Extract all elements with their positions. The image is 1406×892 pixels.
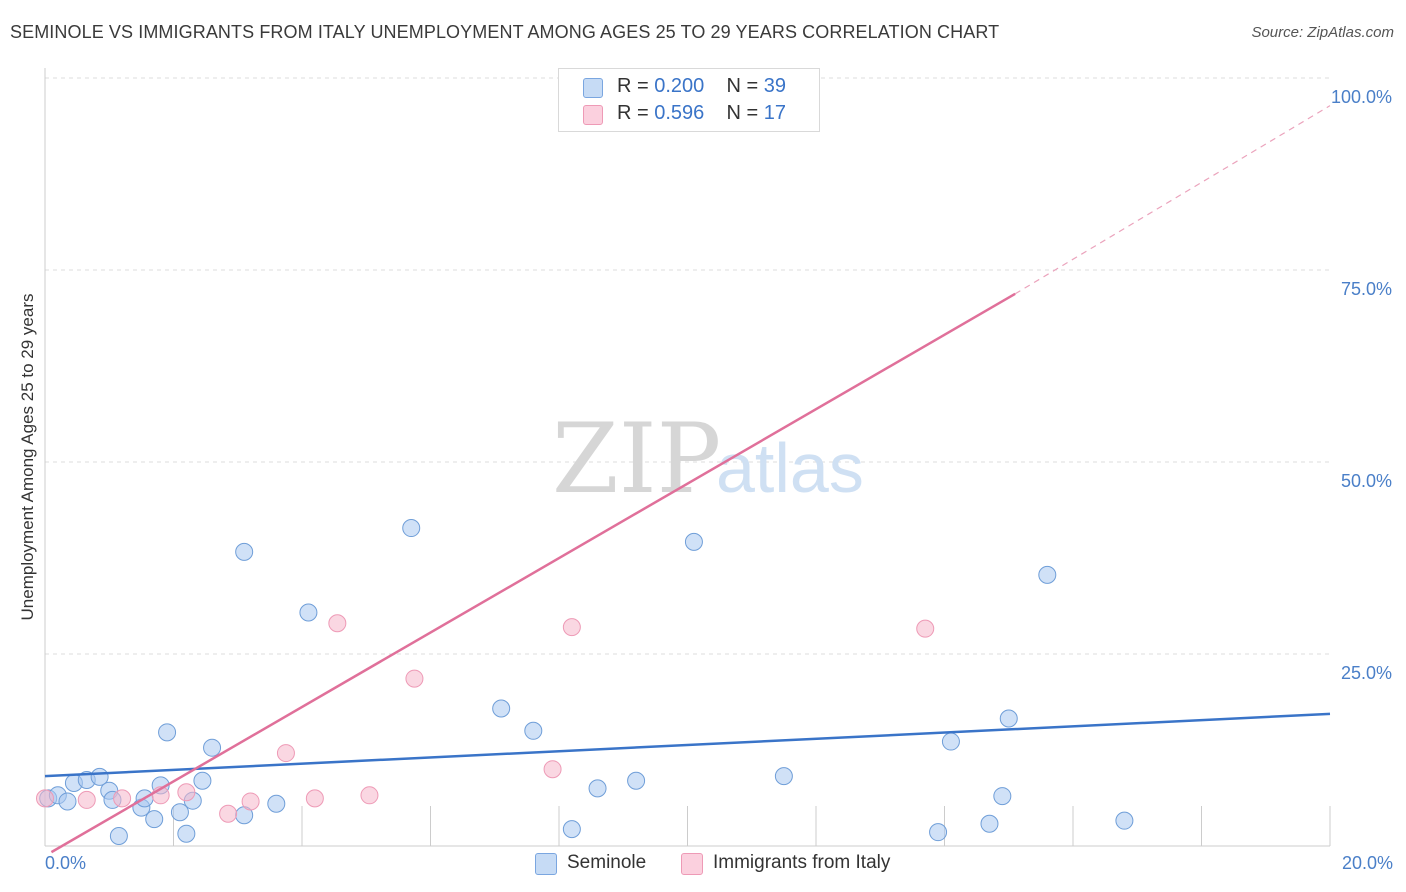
legend-r-label: R = [617, 102, 649, 124]
seminole-point [627, 771, 646, 790]
italy-point [916, 619, 935, 638]
seminole-point [562, 820, 581, 839]
legend-r-value: 0.200 [654, 75, 705, 97]
seminole-point [774, 767, 793, 786]
series-swatch-seminole [535, 853, 557, 875]
italy-point [219, 804, 238, 823]
italy-point [113, 789, 132, 808]
tick-labels: 25.0% 50.0% 75.0% 100.0% 0.0% 20.0% [45, 87, 1393, 873]
trend-lines [44, 105, 1331, 854]
italy-trend-line [50, 292, 1016, 854]
legend-text-italy: R = 0.596 N = 17 [617, 102, 786, 125]
series-label-italy: Immigrants from Italy [713, 852, 891, 873]
seminole-point [980, 814, 999, 833]
seminole-point [524, 721, 543, 740]
seminole-point [109, 827, 128, 846]
seminole-point [402, 519, 421, 538]
italy-point [543, 760, 562, 779]
watermark-atlas-text: atlas [716, 429, 864, 507]
y-tick-label: 100.0% [1331, 87, 1392, 107]
watermark-zip-text: ZIP [552, 403, 721, 515]
seminole-point [684, 532, 703, 551]
legend-r-label: R = [617, 75, 649, 97]
italy-point [405, 669, 424, 688]
italy-point [77, 790, 96, 809]
italy-point [305, 789, 324, 808]
italy-point [562, 618, 581, 637]
seminole-point [203, 738, 222, 757]
y-tick-label: 75.0% [1341, 279, 1392, 299]
legend-swatch-seminole [583, 78, 603, 98]
seminole-point [158, 723, 177, 742]
legend-n-value: 17 [763, 102, 787, 124]
italy-point [328, 614, 347, 633]
y-tick-label: 25.0% [1341, 663, 1392, 683]
italy-point [276, 744, 295, 763]
seminole-point [193, 771, 212, 790]
x-tick-label: 0.0% [45, 853, 86, 873]
seminole-point [999, 709, 1018, 728]
seminole-point [941, 732, 960, 751]
y-tick-label: 50.0% [1341, 471, 1392, 491]
seminole-point [58, 792, 77, 811]
legend-text-seminole: R = 0.200 N = 39 [617, 75, 786, 98]
italy-point [241, 792, 260, 811]
italy-point [177, 783, 196, 802]
series-legend: Seminole Immigrants from Italy [0, 852, 1406, 878]
series-label-seminole: Seminole [567, 852, 647, 873]
axes [44, 68, 1331, 847]
seminole-trend-line [44, 712, 1331, 778]
seminole-point [1115, 811, 1134, 830]
grid-lines [45, 77, 1330, 655]
legend-n-label: N = [726, 102, 759, 124]
seminole-points [39, 519, 1134, 846]
italy-points [36, 69, 935, 823]
seminole-point [177, 824, 196, 843]
seminole-point [588, 779, 607, 798]
italy-trend-extension [1014, 105, 1331, 295]
italy-point [36, 789, 54, 808]
legend-swatch-italy [583, 105, 603, 125]
chart-title: SEMINOLE VS IMMIGRANTS FROM ITALY UNEMPL… [10, 22, 1000, 42]
seminole-point [492, 699, 511, 718]
seminole-point [145, 810, 164, 829]
seminole-point [170, 803, 189, 822]
watermark: ZIP atlas [552, 403, 864, 515]
seminole-point [299, 603, 318, 622]
source-label: Source: ZipAtlas.com [1251, 24, 1394, 41]
legend-n-label: N = [726, 75, 759, 97]
correlation-legend: R = 0.200 N = 39 R = 0.596 N = 17 [558, 68, 820, 132]
legend-r-value: 0.596 [654, 102, 705, 124]
legend-n-value: 39 [763, 75, 787, 97]
seminole-point [267, 794, 286, 813]
series-swatch-italy [681, 853, 703, 875]
italy-point [360, 786, 379, 805]
seminole-point [1038, 565, 1057, 584]
seminole-point [929, 823, 948, 842]
x-tick-label: 20.0% [1342, 853, 1393, 873]
seminole-point [235, 542, 254, 561]
seminole-point [993, 787, 1012, 806]
